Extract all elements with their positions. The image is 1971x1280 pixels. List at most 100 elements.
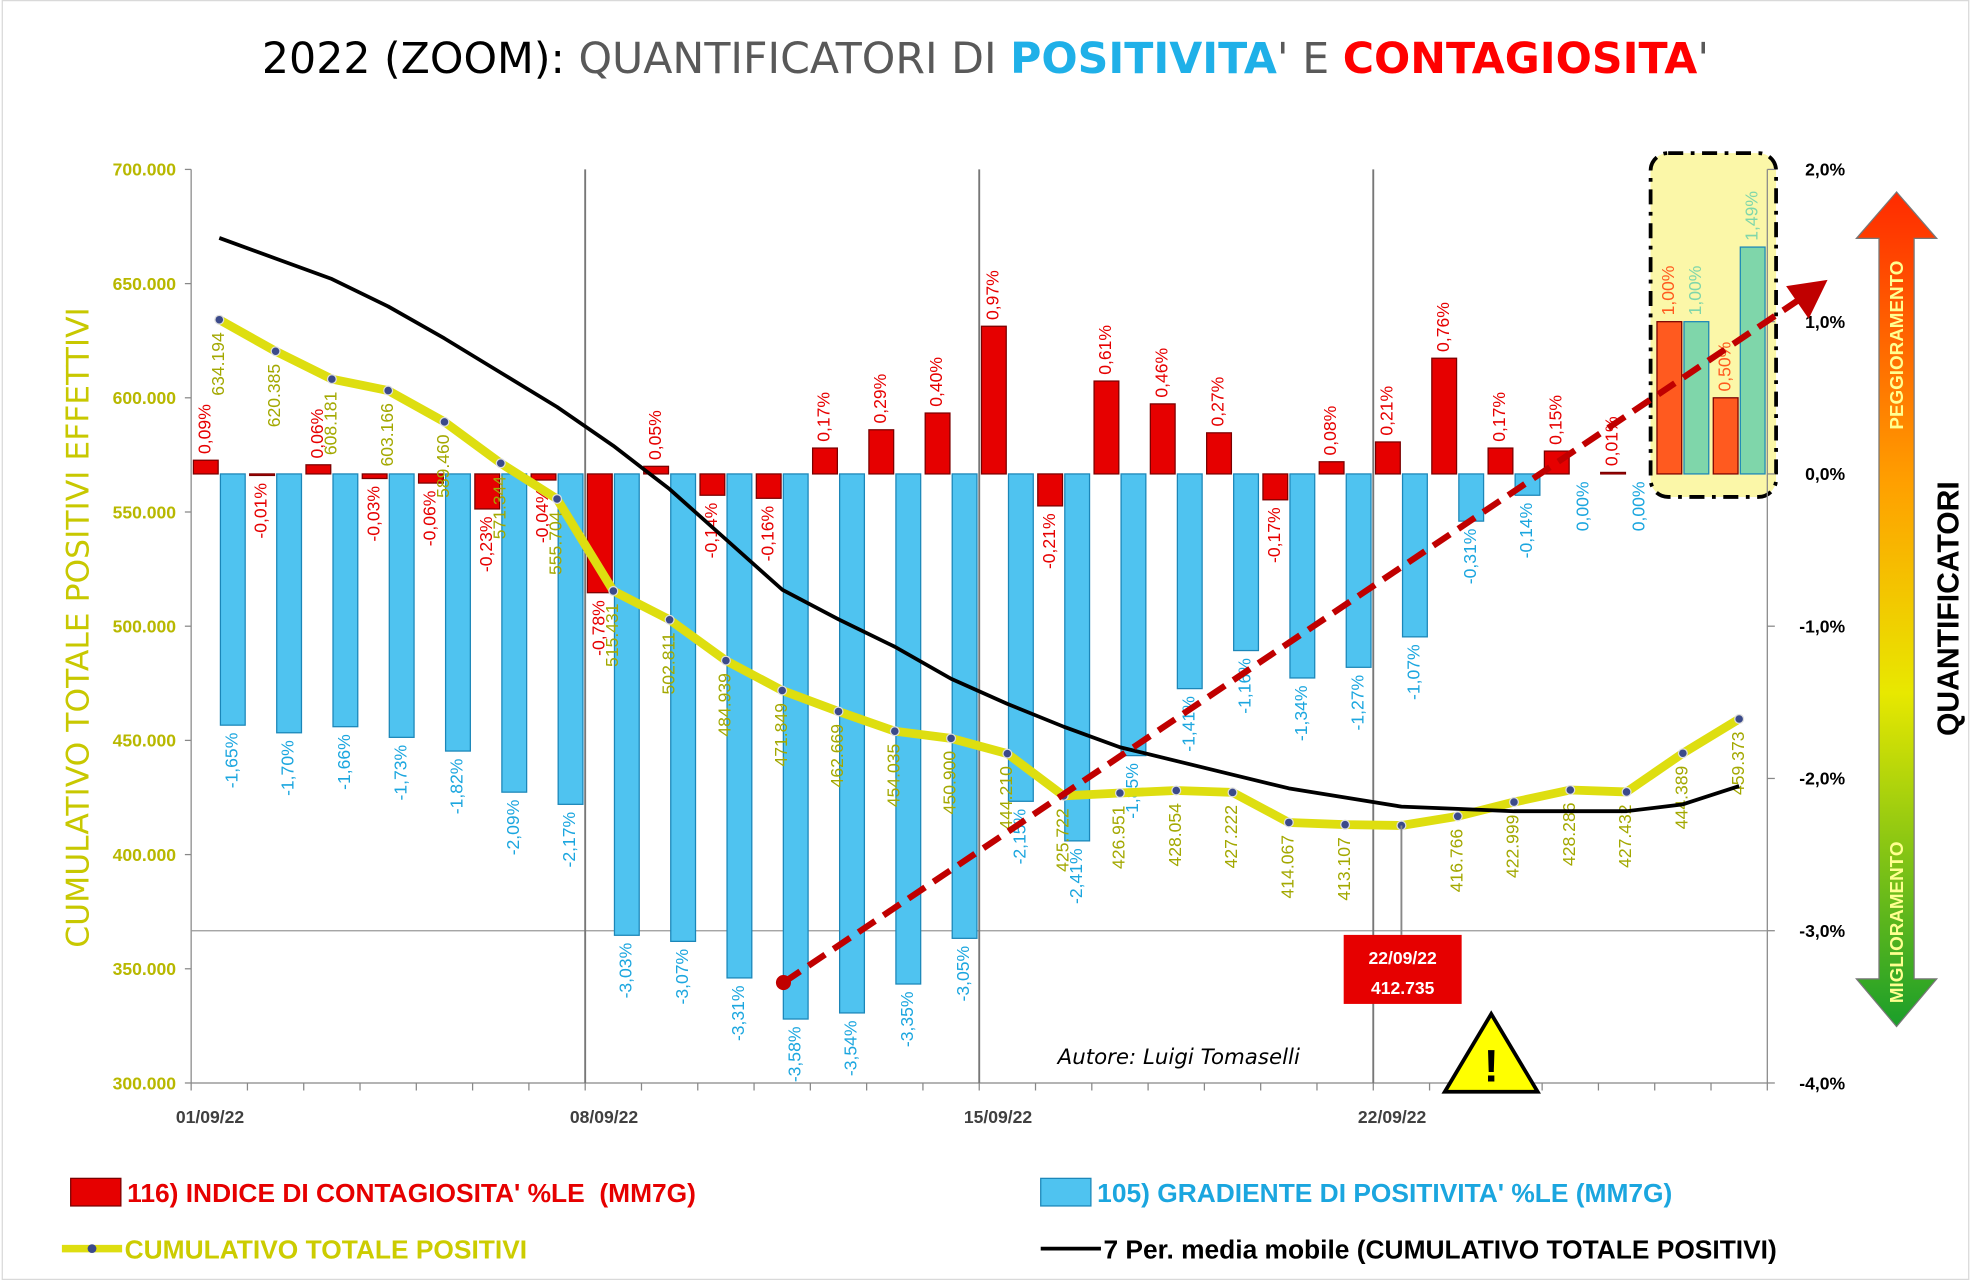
bar-label: -1,16%	[1235, 658, 1255, 714]
y-tick-label: 500.000	[113, 616, 177, 636]
line-marker	[1114, 788, 1125, 799]
bar-label: -0,21%	[1039, 513, 1059, 569]
bar-label: 1,00%	[1658, 266, 1678, 316]
y-tick-label: 400.000	[113, 845, 177, 865]
bar-label: -0,31%	[1460, 529, 1480, 585]
line-marker	[1508, 797, 1520, 808]
scale-top-label: PEGGIORAMENTO	[1886, 261, 1907, 430]
line-marker	[1621, 786, 1632, 797]
bar	[699, 473, 726, 496]
bar	[868, 429, 895, 475]
line-marker	[1340, 819, 1351, 830]
bar-label: -1,73%	[390, 745, 410, 801]
bar-label: -1,65%	[221, 733, 241, 789]
bar-label: -3,03%	[615, 943, 635, 999]
line-label: 515.431	[602, 604, 622, 667]
y2-tick-label: 0,0%	[1805, 464, 1845, 484]
bar-label: -1,82%	[447, 759, 467, 815]
chart-title: 2022 (ZOOM): QUANTIFICATORI DI POSITIVIT…	[262, 34, 1709, 84]
bar	[1149, 403, 1176, 475]
line-marker	[1734, 713, 1745, 725]
bar-label: -0,14%	[701, 503, 721, 559]
line-label: 589.460	[433, 434, 453, 498]
bar-label: -3,07%	[672, 949, 692, 1005]
line-label: 413.107	[1334, 837, 1354, 900]
line-label: 462.669	[827, 724, 847, 787]
bar-label: -2,41%	[1066, 848, 1086, 904]
y-axis-title: CUMULATIVO TOTALE POSITIVI EFFETTIVI	[60, 307, 96, 948]
bar	[444, 473, 471, 752]
bar-label: -3,31%	[728, 985, 748, 1041]
bar-label: 0,46%	[1151, 348, 1171, 398]
line-marker	[777, 685, 788, 696]
line-label: 502.811	[658, 632, 678, 694]
bar	[1318, 461, 1345, 475]
bar-label: 0,09%	[194, 404, 214, 454]
bar	[838, 473, 866, 1014]
bar-label: 0,21%	[1377, 386, 1397, 436]
bar	[811, 447, 838, 475]
legend-label: 7 Per. media mobile (CUMULATIVO TOTALE P…	[1103, 1235, 1776, 1265]
bar-label: -1,70%	[278, 740, 298, 796]
bar	[1656, 321, 1683, 475]
line-marker	[1283, 817, 1294, 828]
bar	[1093, 380, 1120, 475]
bar	[1007, 473, 1034, 802]
bar-label: -0,03%	[363, 486, 383, 542]
line-marker	[1452, 811, 1463, 822]
line	[218, 236, 1740, 814]
bar-label: -0,06%	[420, 491, 440, 547]
bar	[613, 473, 640, 936]
bar-label: -0,23%	[476, 516, 496, 572]
bar	[1037, 473, 1064, 507]
y-tick-label: 700.000	[113, 160, 177, 180]
bar-label: 0,97%	[983, 270, 1003, 320]
title-part: CONTAGIOSITA	[1343, 34, 1698, 84]
bar	[1374, 441, 1401, 475]
line-marker	[552, 493, 563, 504]
bar	[1487, 447, 1514, 475]
title-part: ' E	[1277, 34, 1343, 84]
title-part: '	[1697, 34, 1709, 84]
bar-label: -1,34%	[1291, 685, 1311, 741]
line-label: 426.951	[1109, 806, 1129, 869]
legend-swatch	[1040, 1177, 1092, 1207]
bar-label: 0,61%	[1095, 325, 1115, 375]
x-tick-label: 15/09/22	[964, 1107, 1033, 1127]
y-tick-label: 450.000	[113, 731, 177, 751]
bar	[1289, 473, 1316, 679]
legend-swatch	[70, 1177, 122, 1207]
bar	[1120, 473, 1147, 757]
bar	[361, 473, 388, 480]
line-marker	[946, 733, 957, 744]
bar	[1431, 357, 1458, 475]
plot: 300.000 350.000 400.000 450.000 500.000 550.0…	[61, 160, 1846, 1265]
bar	[1176, 473, 1203, 690]
line-marker	[1002, 748, 1013, 759]
trend-arrow	[781, 294, 1805, 986]
line-label: 634.194	[208, 332, 228, 396]
bar	[192, 459, 219, 475]
line-label: 444.389	[1672, 766, 1692, 829]
line-label: 571.344	[489, 476, 509, 540]
bar	[1345, 473, 1372, 668]
bar	[1206, 432, 1233, 475]
legend-marker	[87, 1244, 97, 1254]
x-tick-label: 08/09/22	[570, 1107, 639, 1127]
line-label: 603.166	[377, 403, 397, 466]
author-note: Autore: Luigi Tomaselli	[1056, 1045, 1300, 1070]
line-marker	[720, 655, 731, 666]
bar	[670, 473, 697, 943]
bar-label: 0,76%	[1433, 302, 1453, 352]
bar-label: 0,01%	[1602, 416, 1622, 466]
bar-label: 0,40%	[926, 357, 946, 407]
callout-box	[1343, 934, 1462, 1004]
bar-label: 0,27%	[1208, 377, 1228, 427]
bar-label: -0,04%	[532, 488, 552, 544]
bar	[332, 473, 359, 728]
bar-label: -1,07%	[1404, 644, 1424, 700]
bar-label: 0,29%	[870, 374, 890, 424]
line-label: 428.054	[1165, 803, 1185, 867]
y2-tick-label: 2,0%	[1805, 160, 1845, 180]
